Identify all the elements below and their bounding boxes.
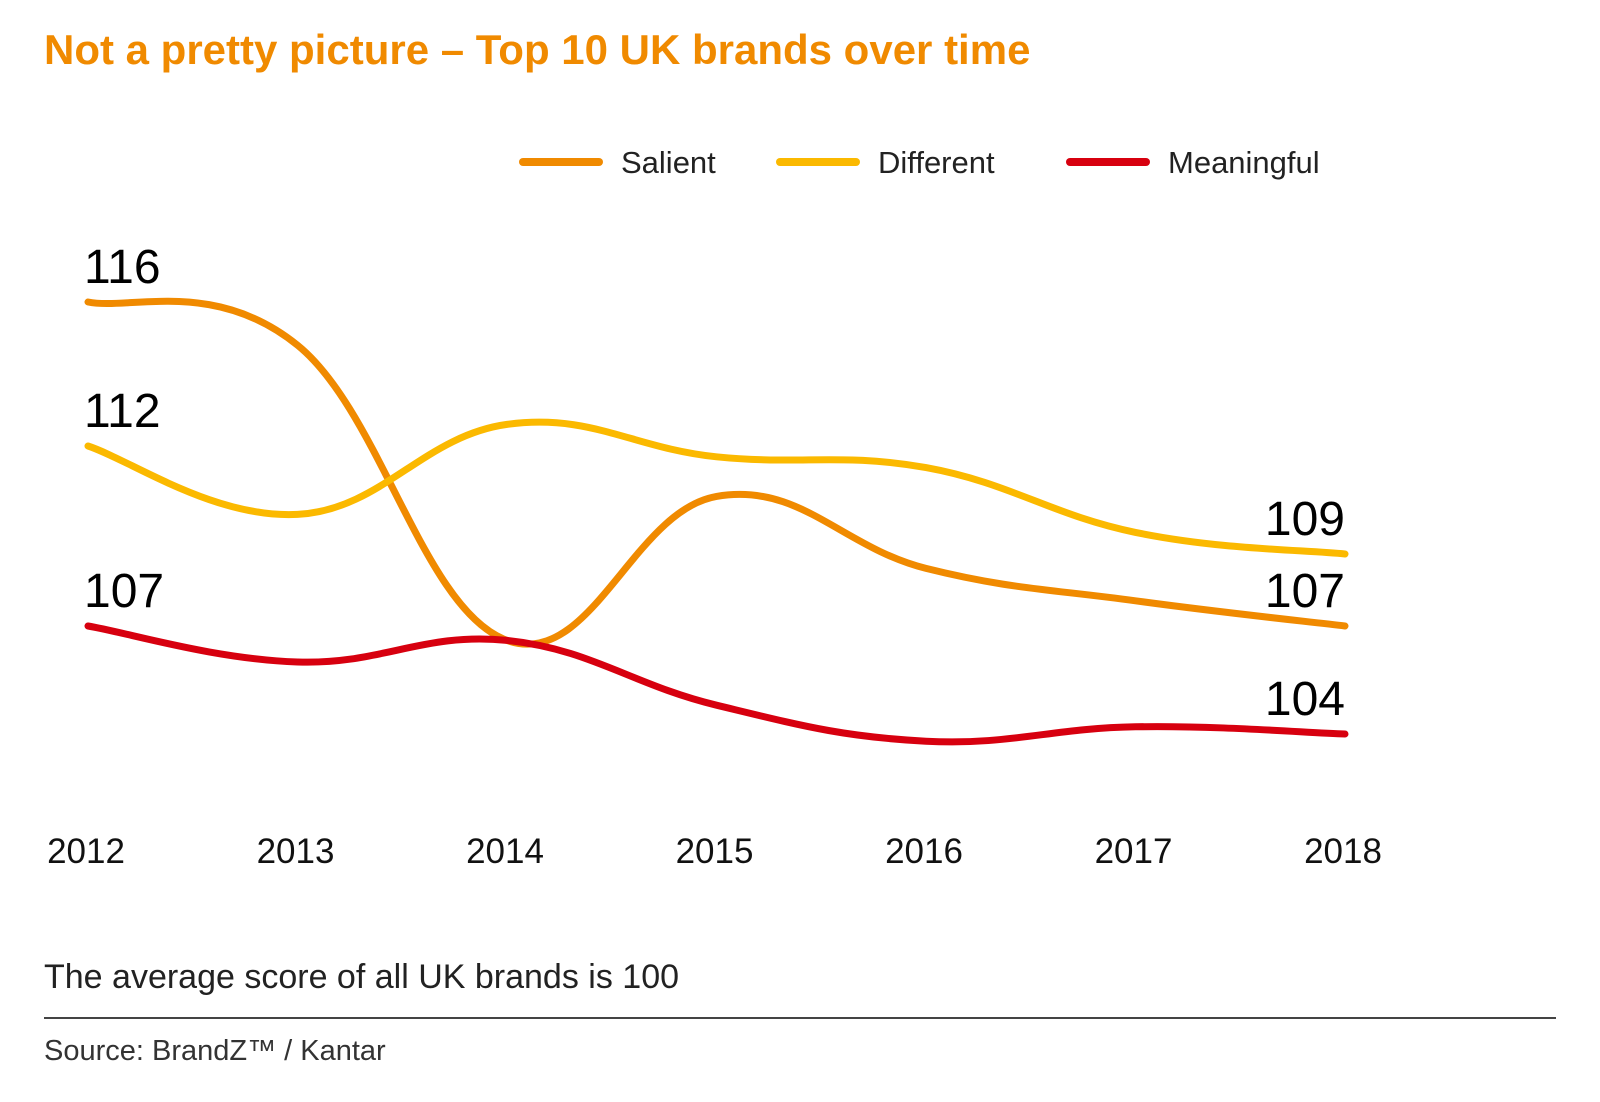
line-chart: Salient Different Meaningful 1161121071091… <box>47 145 1382 871</box>
data-label-salient-2018: 107 <box>1265 565 1345 618</box>
x-tick-label-2018: 2018 <box>1304 832 1382 871</box>
legend-label-different: Different <box>878 145 995 180</box>
divider <box>44 1017 1556 1019</box>
series-line-different <box>84 418 1349 558</box>
data-label-different-2012: 112 <box>84 385 161 438</box>
data-labels: 116 112 107 109 107 104 <box>84 241 1345 726</box>
data-label-meaningful-2012: 107 <box>84 565 164 618</box>
legend-label-salient: Salient <box>621 145 716 180</box>
x-tick-label-2015: 2015 <box>676 832 754 871</box>
chart-title: Not a pretty picture – Top 10 UK brands … <box>44 26 1031 73</box>
x-tick-label-2016: 2016 <box>885 832 963 871</box>
series-lines <box>84 297 1349 746</box>
legend: Salient Different Meaningful <box>519 145 1320 180</box>
x-tick-label-2012: 2012 <box>47 832 125 871</box>
legend-label-meaningful: Meaningful <box>1168 145 1320 180</box>
source-text: Source: BrandZ™ / Kantar <box>44 1035 386 1067</box>
series-line-meaningful <box>84 622 1349 746</box>
x-axis: 2012 2013 2014 2015 2016 2017 2018 <box>47 832 1382 871</box>
x-tick-label-2014: 2014 <box>466 832 544 871</box>
series-line-salient <box>84 297 1349 648</box>
data-label-different-2018: 109 <box>1265 493 1345 546</box>
data-label-salient-2012: 116 <box>84 241 161 294</box>
chart-note: The average score of all UK brands is 10… <box>44 958 680 996</box>
x-tick-label-2017: 2017 <box>1095 832 1173 871</box>
x-tick-label-2013: 2013 <box>257 832 335 871</box>
data-label-meaningful-2018: 104 <box>1265 673 1345 726</box>
